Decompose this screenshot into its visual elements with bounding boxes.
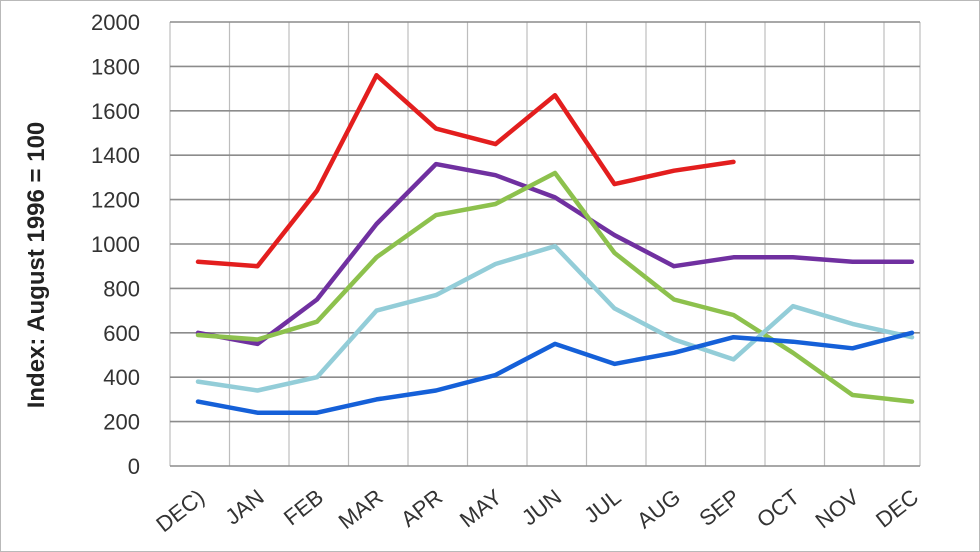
series-lines	[195, 73, 915, 415]
series-line-2	[195, 161, 915, 347]
x-tick-label: JAN	[220, 484, 268, 529]
series-line-4	[195, 243, 915, 393]
y-axis-title: Index: August 1996 = 100	[23, 122, 50, 409]
y-tick-label: 600	[103, 321, 140, 346]
x-tick-label: MAR	[334, 484, 388, 534]
x-tick-label: NOV	[811, 484, 864, 533]
x-tick-label: JUN	[517, 484, 566, 530]
y-tick-label: 1400	[91, 143, 140, 168]
x-tick-label: MAY	[455, 484, 507, 532]
y-tick-label: 2000	[91, 10, 140, 35]
x-tick-label: OCT	[752, 484, 804, 532]
x-tick-label: AUG	[632, 484, 685, 533]
y-tick-label: 1200	[91, 188, 140, 213]
x-axis-ticks: DEC) JAN FEB MAR APR MAY JUN JUL AUG SEP OCT NOV DEC	[151, 484, 923, 537]
x-tick-label: DEC	[871, 484, 923, 532]
y-tick-label: 1600	[91, 99, 140, 124]
y-tick-label: 200	[103, 410, 140, 435]
series-line-1	[195, 73, 736, 269]
series-line-3	[195, 170, 915, 404]
x-tick-label: FEB	[279, 484, 328, 530]
y-tick-label: 0	[128, 454, 140, 479]
y-tick-label: 1000	[91, 232, 140, 257]
y-tick-label: 400	[103, 365, 140, 390]
x-tick-label: APR	[396, 484, 447, 532]
series-line-5	[195, 330, 915, 415]
x-tick-label: SEP	[694, 484, 744, 531]
y-tick-label: 1800	[91, 54, 140, 79]
x-tick-label: DEC)	[151, 484, 209, 537]
horizontal-gridlines	[170, 21, 920, 467]
y-tick-label: 800	[103, 276, 140, 301]
y-axis-ticks: 0 200 400 600 800 1000 1200 1400 1600 1800 2000	[91, 10, 140, 479]
x-tick-label: JUL	[579, 484, 625, 528]
